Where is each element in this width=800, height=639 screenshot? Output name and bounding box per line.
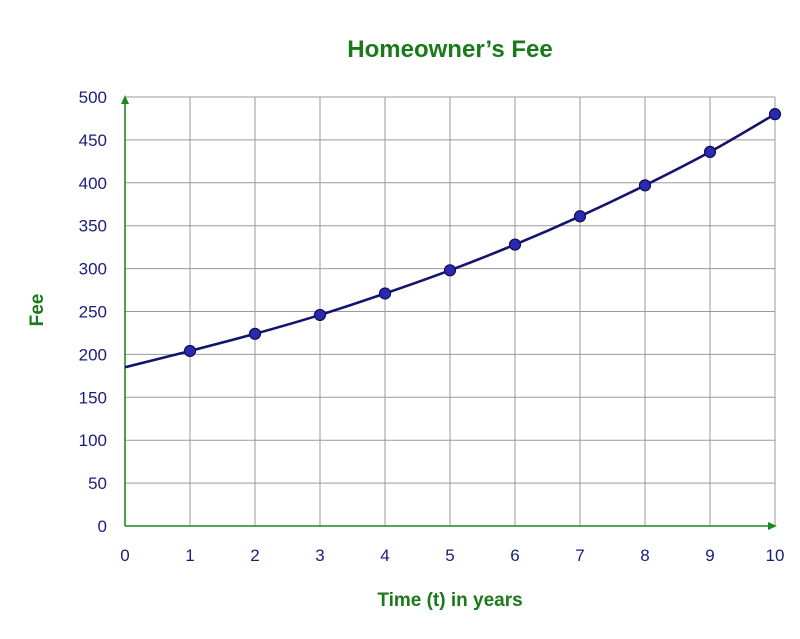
x-tick-label-2: 2	[250, 546, 259, 565]
y-tick-label-400: 400	[79, 174, 107, 193]
data-point-t10	[768, 108, 782, 121]
x-tick-label-6: 6	[510, 546, 519, 565]
y-tick-label-350: 350	[79, 217, 107, 236]
y-tick-label-50: 50	[88, 474, 107, 493]
data-point-t1	[183, 344, 197, 358]
data-point-t8	[638, 179, 652, 192]
x-axis-arrow-icon	[768, 522, 777, 530]
y-tick-label-200: 200	[79, 345, 107, 364]
y-axis-arrow-icon	[121, 95, 129, 104]
x-tick-label-1: 1	[185, 546, 194, 565]
x-tick-label-7: 7	[575, 546, 584, 565]
data-point-t5	[443, 264, 457, 277]
series-fee	[124, 108, 782, 369]
y-tick-label-100: 100	[79, 431, 107, 450]
y-tick-label-0: 0	[98, 517, 107, 536]
x-tick-label-9: 9	[705, 546, 714, 565]
x-tick-label-0: 0	[120, 546, 129, 565]
data-point-t4	[378, 287, 392, 300]
grid-lines	[125, 96, 776, 526]
x-tick-label-4: 4	[380, 546, 389, 565]
x-tick-labels: 0 1 2 3 4 5 6 7 8 9 10	[120, 546, 784, 565]
x-tick-label-10: 10	[766, 546, 785, 565]
y-axis-label: Fee	[27, 294, 48, 327]
x-tick-label-5: 5	[445, 546, 454, 565]
y-tick-label-250: 250	[79, 303, 107, 322]
data-point-t2	[248, 327, 262, 340]
y-tick-label-450: 450	[79, 131, 107, 150]
y-tick-label-300: 300	[79, 260, 107, 279]
data-point-t3	[313, 308, 327, 322]
axes	[121, 95, 777, 530]
x-axis-label: Time (t) in years	[377, 590, 522, 611]
data-point-t7	[573, 210, 587, 223]
y-tick-label-500: 500	[79, 88, 107, 107]
x-tick-label-8: 8	[640, 546, 649, 565]
chart-title: Homeowner’s Fee	[347, 36, 552, 63]
data-point-t9	[703, 145, 717, 159]
x-tick-label-3: 3	[315, 546, 324, 565]
data-point-t6	[508, 238, 522, 251]
y-tick-label-150: 150	[79, 388, 107, 407]
y-tick-labels: 0 50 100 150 200 250 300 350 400 450 500	[79, 88, 107, 536]
